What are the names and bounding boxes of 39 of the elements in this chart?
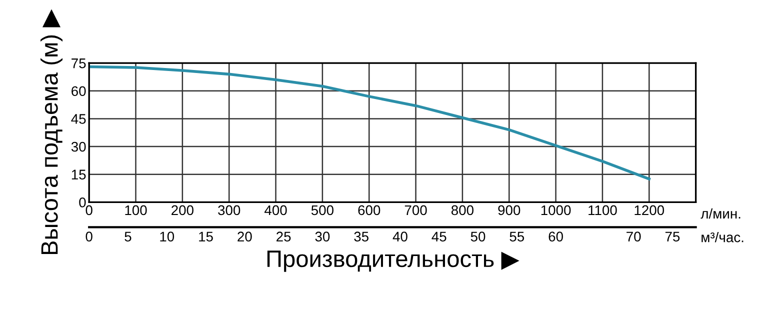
x2-tick-label: 0 — [86, 232, 92, 242]
x-tick-label: 100 — [125, 205, 147, 216]
y-tick-label: 15 — [72, 170, 86, 180]
x2-tick-label: 30 — [315, 232, 330, 242]
x-tick-label: 300 — [218, 205, 240, 216]
x-tick-label: 1000 — [541, 205, 571, 216]
x-tick-label: 0 — [86, 205, 92, 216]
x2-tick-label: 60 — [548, 232, 563, 242]
y-tick-label: 0 — [79, 197, 86, 208]
x-tick-label: 400 — [264, 205, 287, 216]
x-tick-label: 600 — [358, 205, 380, 216]
y-tick-label: 60 — [72, 86, 86, 96]
x2-tick-label: 5 — [124, 232, 132, 242]
y-tick-label: 45 — [71, 114, 86, 124]
x2-tick-label: 20 — [238, 232, 252, 242]
x-tick-label: 500 — [311, 205, 334, 216]
x-tick-label: 800 — [451, 205, 474, 216]
x2-tick-label: 75 — [665, 232, 680, 242]
x-tick-label: 700 — [404, 205, 427, 216]
text: м³/час. — [702, 232, 744, 242]
y-axis-title: Высота подъема (м) ▶ — [40, 9, 63, 254]
x2-tick-label: 15 — [199, 232, 213, 242]
y-tick-label: 30 — [71, 142, 86, 152]
x2-tick-label: 40 — [392, 232, 408, 242]
x-tick-label: 1100 — [588, 205, 617, 216]
x-tick-label: 900 — [498, 205, 520, 216]
x2-tick-label: 35 — [354, 232, 368, 242]
x2-tick-label: 25 — [276, 232, 291, 242]
x2-tick-label: 45 — [432, 232, 446, 242]
x-tick-label: 200 — [172, 205, 194, 216]
x2-tick-label: 10 — [160, 232, 174, 242]
x-tick-label: 1200 — [634, 205, 664, 216]
text: л/мин. — [700, 208, 740, 219]
x2-tick-label: 55 — [510, 232, 524, 242]
y-tick-label: 75 — [72, 58, 86, 68]
x2-tick-label: 70 — [626, 232, 641, 242]
x2-tick-label: 50 — [470, 232, 486, 242]
x-axis-title: Производительность ▶ — [267, 250, 520, 272]
line-series — [89, 65, 651, 180]
